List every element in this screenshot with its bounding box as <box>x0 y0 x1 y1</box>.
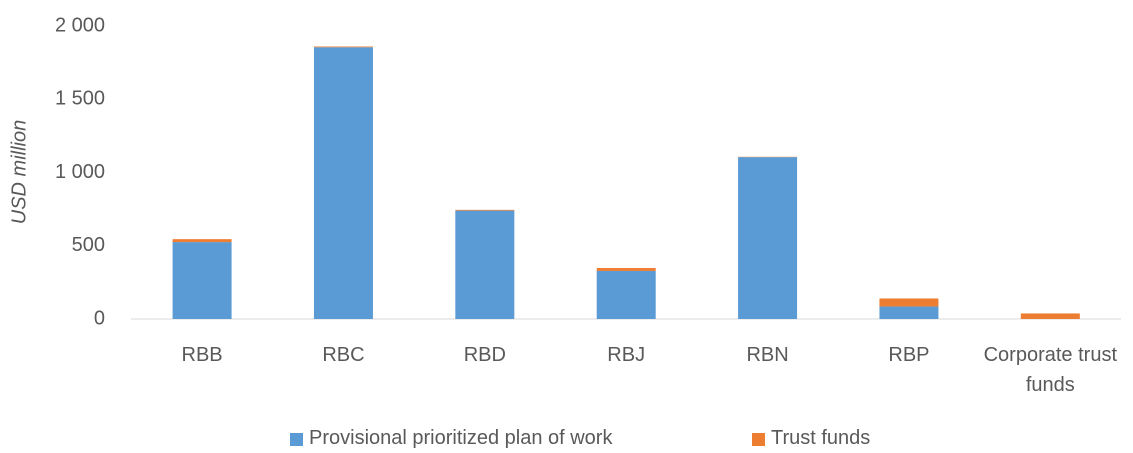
x-tick-label: RBB <box>181 344 223 366</box>
bar-segment <box>879 306 939 319</box>
legend-swatch <box>290 433 303 446</box>
bar-segment <box>738 157 798 319</box>
bar-segment <box>455 210 515 319</box>
x-tick-label: RBP <box>888 344 930 366</box>
bar-segment <box>596 270 656 319</box>
x-tick-label: RBN <box>746 344 789 366</box>
legend-label: Trust funds <box>771 427 871 449</box>
bar-segment <box>172 239 232 243</box>
bar-segment <box>313 47 373 320</box>
bar-segment <box>455 209 515 211</box>
x-tick-label: RBD <box>463 344 506 366</box>
bar-segment <box>172 242 232 319</box>
bar-segment <box>879 298 939 307</box>
y-tick-label: 500 <box>72 234 105 256</box>
x-tick-label: Corporate trust funds <box>983 344 1117 396</box>
y-tick-label: 2 000 <box>55 14 105 36</box>
legend-swatch <box>752 433 765 446</box>
y-axis-title: USD million <box>8 120 30 224</box>
y-tick-label: 1 000 <box>55 161 105 183</box>
legend-label: Provisional prioritized plan of work <box>309 427 613 449</box>
y-tick-label: 0 <box>94 307 105 329</box>
x-tick-label: RBJ <box>607 344 646 366</box>
bar-segment <box>1020 313 1080 319</box>
bar-segment <box>313 46 373 48</box>
bar-segment <box>596 268 656 271</box>
y-tick-label: 1 500 <box>55 88 105 110</box>
x-tick-label: RBC <box>322 344 365 366</box>
